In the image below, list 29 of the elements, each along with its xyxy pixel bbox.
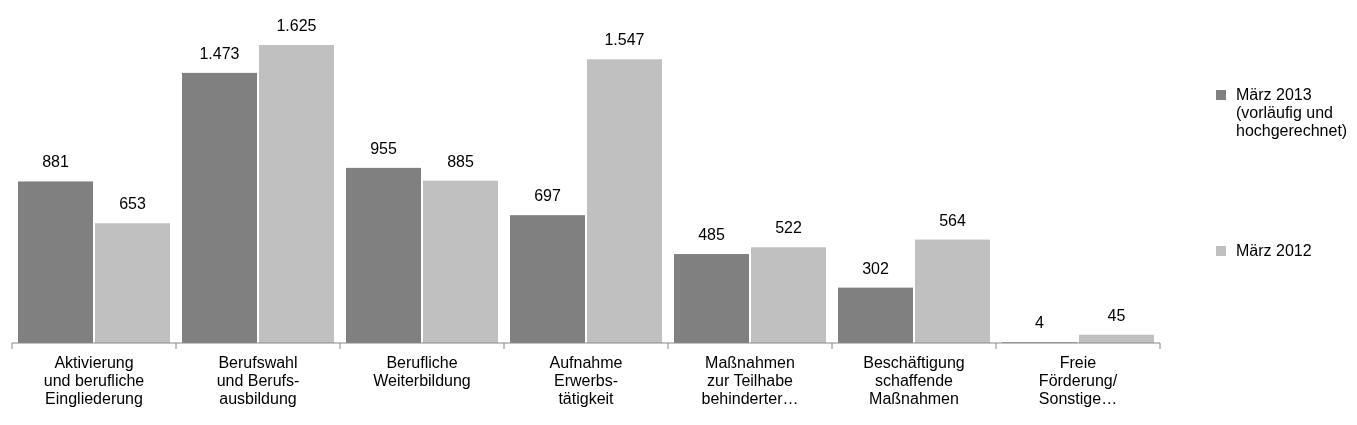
data-label: 4	[1035, 314, 1045, 332]
data-label: 881	[42, 153, 69, 171]
x-tick-label: Berufswahl und Berufs- ausbildung	[216, 354, 300, 407]
x-tick-label: Freie Förderung/ Sonstige…	[1038, 354, 1118, 407]
data-label: 564	[939, 211, 966, 229]
data-label: 955	[370, 139, 397, 157]
bar	[95, 223, 170, 343]
bar	[915, 239, 990, 343]
data-label: 885	[447, 152, 474, 170]
legend-label: März 2012	[1236, 242, 1312, 259]
bar	[587, 59, 662, 343]
legend-label: März 2013 (vorläufig und hochgerechnet)	[1236, 86, 1348, 139]
x-tick-label: Aktivierung und berufliche Eingliederung	[43, 354, 145, 407]
data-label: 522	[775, 219, 802, 237]
x-tick-label: Aufnahme Erwerbs- tätigkeit	[549, 354, 623, 407]
data-label: 45	[1107, 306, 1126, 324]
data-label: 1.547	[604, 31, 645, 49]
data-label: 302	[862, 259, 889, 277]
data-label: 1.625	[276, 17, 317, 34]
data-label: 1.473	[199, 44, 240, 62]
data-label: 653	[119, 195, 146, 213]
x-tick-label: Berufliche Weiterbildung	[373, 354, 471, 389]
x-tick-label: Maßnahmen zur Teilhabe behinderter…	[701, 354, 799, 407]
x-tick-label: Beschäftigung schaffende Maßnahmen	[863, 354, 965, 407]
bar	[751, 247, 826, 343]
bar	[423, 180, 498, 343]
data-label: 485	[698, 226, 725, 244]
bar	[259, 45, 334, 343]
data-label: 697	[534, 187, 561, 205]
